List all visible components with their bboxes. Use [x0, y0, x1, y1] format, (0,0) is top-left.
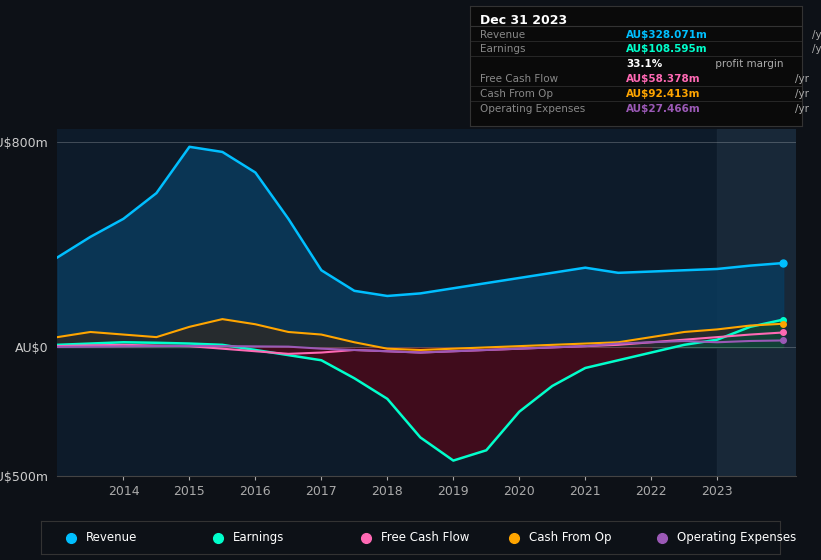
Text: Earnings: Earnings [479, 44, 525, 54]
Text: Revenue: Revenue [85, 531, 137, 544]
Text: Earnings: Earnings [233, 531, 285, 544]
Text: /yr: /yr [812, 30, 821, 40]
Text: Free Cash Flow: Free Cash Flow [381, 531, 470, 544]
Text: Cash From Op: Cash From Op [529, 531, 611, 544]
Text: Operating Expenses: Operating Expenses [677, 531, 796, 544]
Bar [718, 129, 796, 476]
Text: Free Cash Flow: Free Cash Flow [479, 74, 557, 84]
Text: Dec 31 2023: Dec 31 2023 [479, 14, 566, 27]
Text: /yr: /yr [796, 104, 810, 114]
Text: AU$27.466m: AU$27.466m [626, 104, 700, 114]
Text: Cash From Op: Cash From Op [479, 89, 553, 99]
Text: profit margin: profit margin [713, 59, 784, 69]
Text: Operating Expenses: Operating Expenses [479, 104, 585, 114]
Text: 33.1%: 33.1% [626, 59, 663, 69]
Text: /yr: /yr [812, 44, 821, 54]
Text: /yr: /yr [796, 74, 810, 84]
Text: AU$108.595m: AU$108.595m [626, 44, 708, 54]
Text: AU$328.071m: AU$328.071m [626, 30, 708, 40]
Text: AU$58.378m: AU$58.378m [626, 74, 700, 84]
Text: Revenue: Revenue [479, 30, 525, 40]
Text: AU$92.413m: AU$92.413m [626, 89, 700, 99]
Text: /yr: /yr [796, 89, 810, 99]
